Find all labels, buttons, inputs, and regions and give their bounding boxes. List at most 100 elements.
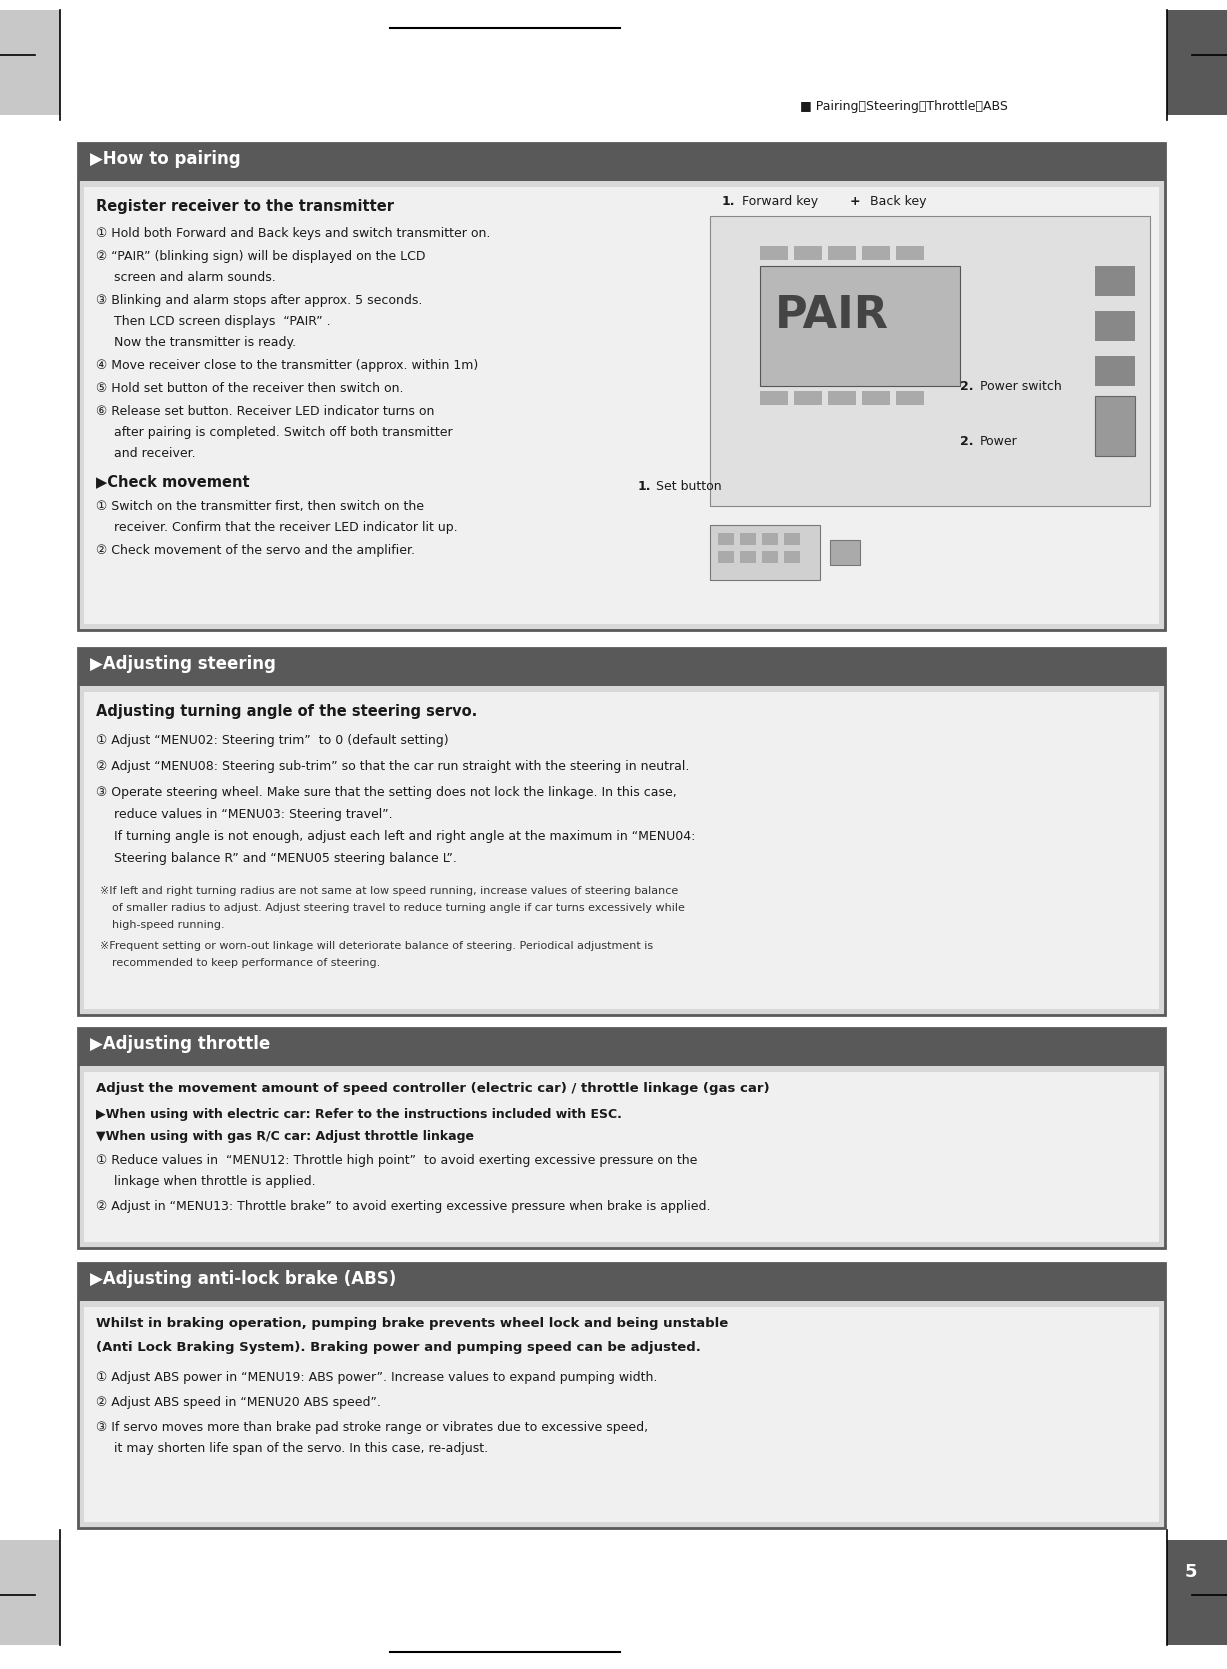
Text: ③ Blinking and alarm stops after approx. 5 seconds.: ③ Blinking and alarm stops after approx.… bbox=[96, 294, 422, 307]
Text: 2.: 2. bbox=[960, 381, 973, 392]
Text: (Anti Lock Braking System). Braking power and pumping speed can be adjusted.: (Anti Lock Braking System). Braking powe… bbox=[96, 1340, 701, 1354]
Bar bbox=[828, 245, 856, 260]
Bar bbox=[79, 180, 1164, 629]
Text: 1.: 1. bbox=[638, 481, 652, 492]
Bar bbox=[762, 532, 778, 546]
Bar bbox=[760, 265, 960, 386]
Text: ① Reduce values in  “MENU12: Throttle high point”  to avoid exerting excessive p: ① Reduce values in “MENU12: Throttle hig… bbox=[96, 1153, 697, 1167]
Text: Power: Power bbox=[980, 436, 1017, 447]
Text: Whilst in braking operation, pumping brake prevents wheel lock and being unstabl: Whilst in braking operation, pumping bra… bbox=[96, 1317, 729, 1330]
Text: ▶How to pairing: ▶How to pairing bbox=[90, 150, 240, 169]
Text: Set button: Set button bbox=[656, 481, 721, 492]
Bar bbox=[83, 693, 1160, 1010]
Text: ▶When using with electric car: Refer to the instructions included with ESC.: ▶When using with electric car: Refer to … bbox=[96, 1108, 622, 1122]
Text: linkage when throttle is applied.: linkage when throttle is applied. bbox=[114, 1175, 315, 1188]
Text: Steering balance R” and “MENU05 steering balance L”.: Steering balance R” and “MENU05 steering… bbox=[114, 851, 456, 865]
Bar bbox=[740, 532, 756, 546]
Text: ■ Pairing／Steering／Throttle／ABS: ■ Pairing／Steering／Throttle／ABS bbox=[800, 100, 1007, 113]
Text: after pairing is completed. Switch off both transmitter: after pairing is completed. Switch off b… bbox=[114, 426, 453, 439]
Bar bbox=[1167, 10, 1227, 115]
Bar bbox=[79, 1263, 1164, 1302]
Text: ▶Adjusting anti-lock brake (ABS): ▶Adjusting anti-lock brake (ABS) bbox=[90, 1270, 396, 1288]
Bar bbox=[863, 245, 890, 260]
Bar bbox=[784, 532, 800, 546]
Bar bbox=[760, 391, 788, 406]
Bar bbox=[79, 648, 1164, 1015]
Bar bbox=[0, 1540, 60, 1646]
Bar bbox=[784, 551, 800, 562]
Bar bbox=[710, 526, 820, 581]
Text: reduce values in “MENU03: Steering travel”.: reduce values in “MENU03: Steering trave… bbox=[114, 808, 393, 821]
Text: Adjust the movement amount of speed controller (electric car) / throttle linkage: Adjust the movement amount of speed cont… bbox=[96, 1082, 769, 1095]
Bar bbox=[79, 1066, 1164, 1248]
Bar bbox=[760, 265, 960, 386]
Text: ② “PAIR” (blinking sign) will be displayed on the LCD: ② “PAIR” (blinking sign) will be display… bbox=[96, 250, 426, 264]
Text: ② Check movement of the servo and the amplifier.: ② Check movement of the servo and the am… bbox=[96, 544, 415, 557]
Bar bbox=[1094, 396, 1135, 456]
Text: Adjusting turning angle of the steering servo.: Adjusting turning angle of the steering … bbox=[96, 704, 477, 719]
Text: recommended to keep performance of steering.: recommended to keep performance of steer… bbox=[112, 958, 380, 968]
Text: Forward key: Forward key bbox=[742, 195, 818, 209]
Bar bbox=[828, 391, 856, 406]
Text: Power switch: Power switch bbox=[980, 381, 1061, 392]
Text: ※If left and right turning radius are not same at low speed running, increase va: ※If left and right turning radius are no… bbox=[99, 886, 679, 896]
Text: ▶Check movement: ▶Check movement bbox=[96, 474, 249, 489]
Bar bbox=[760, 245, 788, 260]
Text: ④ Move receiver close to the transmitter (approx. within 1m): ④ Move receiver close to the transmitter… bbox=[96, 359, 479, 372]
Bar bbox=[710, 215, 1150, 506]
Bar bbox=[863, 391, 890, 406]
Text: 2.: 2. bbox=[960, 436, 973, 447]
Bar bbox=[794, 391, 822, 406]
Text: Register receiver to the transmitter: Register receiver to the transmitter bbox=[96, 199, 394, 214]
Text: ① Adjust “MENU02: Steering trim”  to 0 (default setting): ① Adjust “MENU02: Steering trim” to 0 (d… bbox=[96, 734, 449, 748]
Text: ※Frequent setting or worn-out linkage will deteriorate balance of steering. Peri: ※Frequent setting or worn-out linkage wi… bbox=[99, 941, 653, 951]
Text: it may shorten life span of the servo. In this case, re-adjust.: it may shorten life span of the servo. I… bbox=[114, 1442, 488, 1455]
Text: receiver. Confirm that the receiver LED indicator lit up.: receiver. Confirm that the receiver LED … bbox=[114, 521, 458, 534]
Bar bbox=[740, 551, 756, 562]
Text: PAIR: PAIR bbox=[775, 294, 890, 337]
Bar bbox=[1094, 265, 1135, 295]
Bar bbox=[896, 245, 924, 260]
Bar bbox=[83, 187, 1160, 624]
Bar bbox=[83, 1307, 1160, 1522]
Bar bbox=[79, 1028, 1164, 1248]
Text: ▶Adjusting steering: ▶Adjusting steering bbox=[90, 654, 276, 673]
Text: ② Adjust in “MENU13: Throttle brake” to avoid exerting excessive pressure when b: ② Adjust in “MENU13: Throttle brake” to … bbox=[96, 1200, 710, 1213]
Bar bbox=[762, 551, 778, 562]
Text: ② Adjust “MENU08: Steering sub-trim” so that the car run straight with the steer: ② Adjust “MENU08: Steering sub-trim” so … bbox=[96, 759, 690, 773]
Bar bbox=[710, 526, 820, 581]
Text: 1.: 1. bbox=[721, 195, 735, 209]
Bar bbox=[83, 1071, 1160, 1242]
Text: ② Adjust ABS speed in “MENU20 ABS speed”.: ② Adjust ABS speed in “MENU20 ABS speed”… bbox=[96, 1395, 380, 1409]
Bar bbox=[79, 144, 1164, 629]
Bar bbox=[1094, 310, 1135, 340]
Text: ① Adjust ABS power in “MENU19: ABS power”. Increase values to expand pumping wid: ① Adjust ABS power in “MENU19: ABS power… bbox=[96, 1370, 658, 1384]
Text: screen and alarm sounds.: screen and alarm sounds. bbox=[114, 270, 276, 284]
Bar bbox=[79, 648, 1164, 686]
Bar bbox=[710, 215, 1150, 506]
Text: Then LCD screen displays  “PAIR” .: Then LCD screen displays “PAIR” . bbox=[114, 315, 330, 329]
Bar bbox=[1094, 355, 1135, 386]
Bar bbox=[79, 1028, 1164, 1066]
Text: ▼When using with gas R/C car: Adjust throttle linkage: ▼When using with gas R/C car: Adjust thr… bbox=[96, 1130, 474, 1143]
Text: Now the transmitter is ready.: Now the transmitter is ready. bbox=[114, 335, 296, 349]
Text: ① Hold both Forward and Back keys and switch transmitter on.: ① Hold both Forward and Back keys and sw… bbox=[96, 227, 491, 240]
Text: Back key: Back key bbox=[866, 195, 926, 209]
Text: and receiver.: and receiver. bbox=[114, 447, 195, 461]
Bar bbox=[0, 10, 60, 115]
Bar bbox=[1167, 1540, 1227, 1646]
Text: of smaller radius to adjust. Adjust steering travel to reduce turning angle if c: of smaller radius to adjust. Adjust stee… bbox=[112, 903, 685, 913]
Bar bbox=[829, 541, 860, 566]
Bar bbox=[896, 391, 924, 406]
Bar bbox=[79, 686, 1164, 1015]
Bar bbox=[1094, 396, 1135, 456]
Text: ▶Adjusting throttle: ▶Adjusting throttle bbox=[90, 1035, 270, 1053]
Text: ③ If servo moves more than brake pad stroke range or vibrates due to excessive s: ③ If servo moves more than brake pad str… bbox=[96, 1420, 648, 1434]
Text: ① Switch on the transmitter first, then switch on the: ① Switch on the transmitter first, then … bbox=[96, 501, 425, 512]
Text: ③ Operate steering wheel. Make sure that the setting does not lock the linkage. : ③ Operate steering wheel. Make sure that… bbox=[96, 786, 677, 799]
Text: high-speed running.: high-speed running. bbox=[112, 920, 225, 930]
Bar bbox=[79, 1263, 1164, 1529]
Text: 5: 5 bbox=[1185, 1562, 1198, 1581]
Bar bbox=[794, 245, 822, 260]
Text: ⑥ Release set button. Receiver LED indicator turns on: ⑥ Release set button. Receiver LED indic… bbox=[96, 406, 434, 417]
